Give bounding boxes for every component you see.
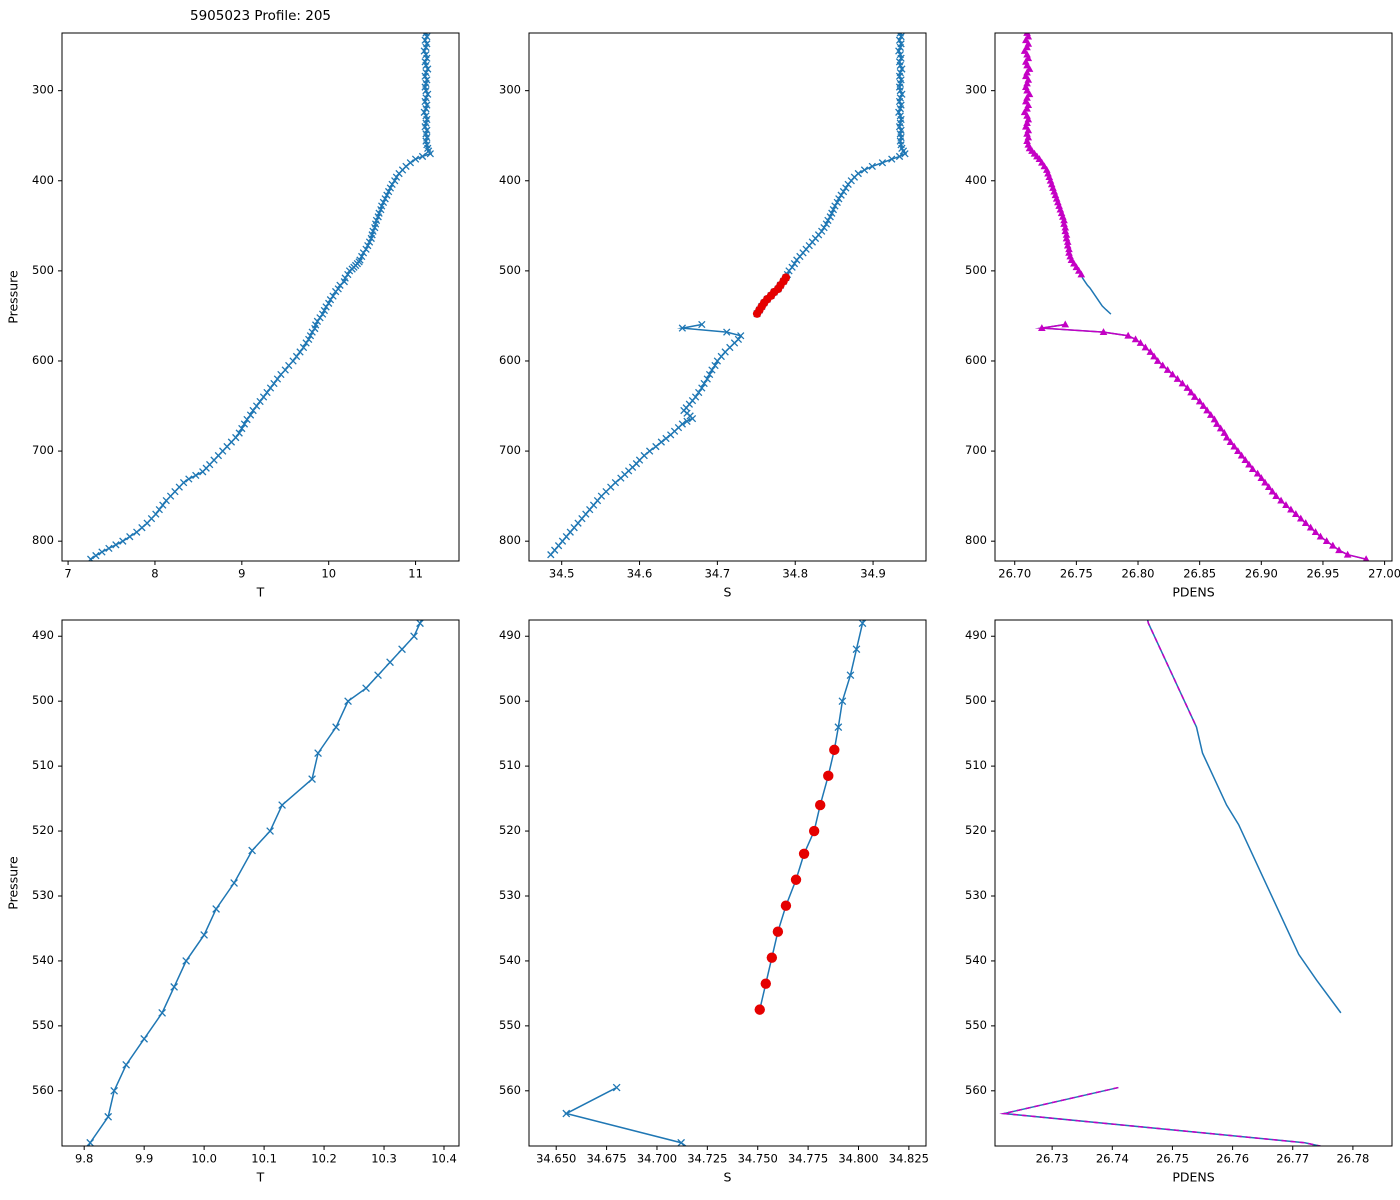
plot-s-zoom: [467, 612, 934, 1198]
figure-title: 5905023 Profile: 205: [190, 8, 331, 24]
plot-pdens-profile: [933, 26, 1400, 606]
plot-t-zoom: [0, 612, 467, 1198]
plot-t-profile: [0, 26, 467, 606]
plot-s-profile: [467, 26, 934, 606]
plot-pdens-zoom: [933, 612, 1400, 1198]
